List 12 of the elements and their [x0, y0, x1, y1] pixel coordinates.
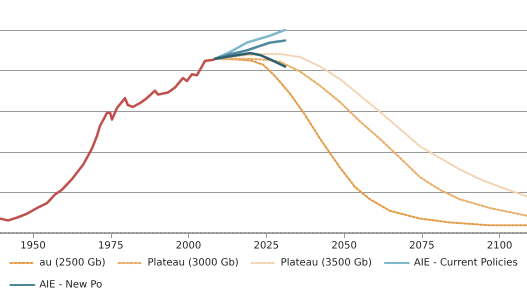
legend-label: AIE - New Po — [39, 280, 102, 290]
x-tick-label: 2000 — [176, 240, 202, 252]
legend-label: AIE - Current Policies — [414, 258, 518, 268]
legend-label: Plateau (3000 Gb) — [148, 258, 239, 268]
legend-label: Plateau (3500 Gb) — [280, 258, 372, 268]
legend-label: au (2500 Gb) — [39, 258, 106, 268]
x-tick-label: 2075 — [409, 240, 435, 252]
x-tick-label: 2050 — [331, 240, 357, 252]
x-tick-label: 2025 — [254, 240, 280, 252]
x-tick-label: 2100 — [486, 240, 512, 252]
x-tick-label: 1950 — [20, 240, 46, 252]
x-tick-label: 1975 — [98, 240, 124, 252]
